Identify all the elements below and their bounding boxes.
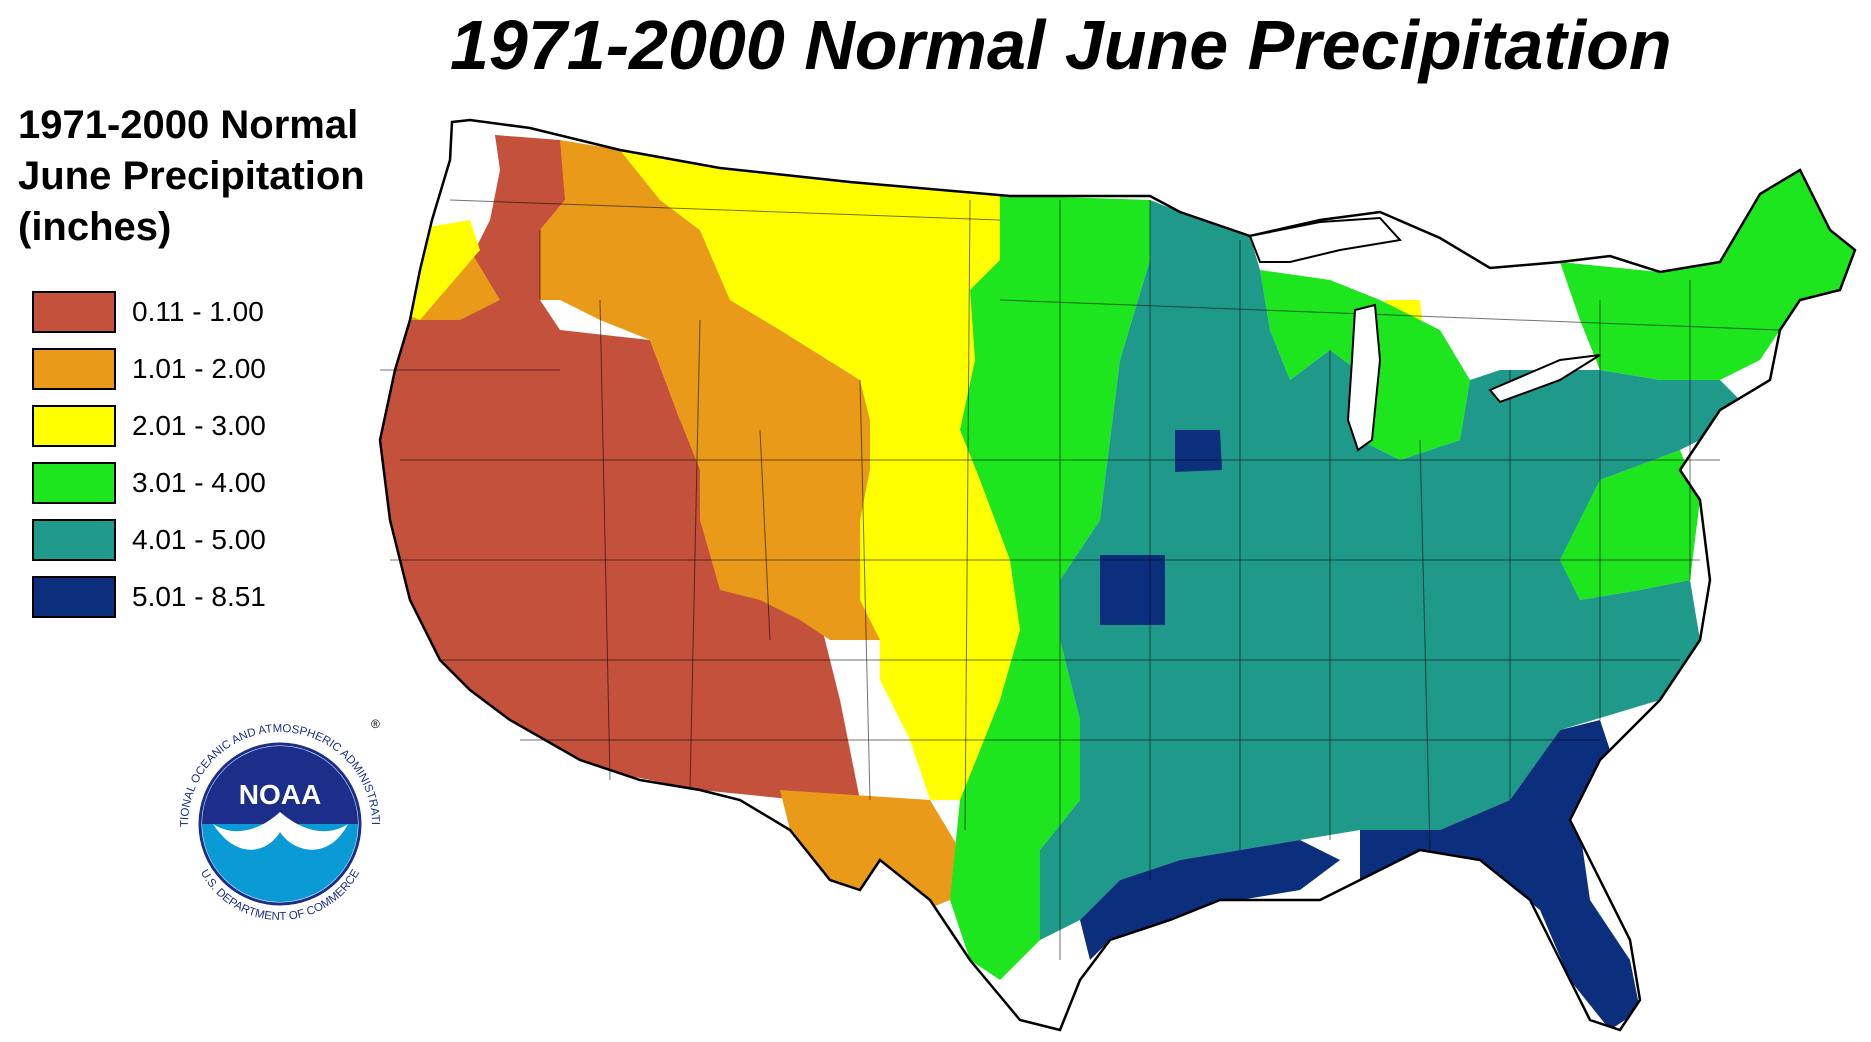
legend-label-2: 1.01 - 2.00 xyxy=(132,352,266,384)
legend-label-4: 3.01 - 4.00 xyxy=(132,466,266,498)
region-yellow-plains xyxy=(620,150,1020,800)
region-teal-east xyxy=(1040,200,1740,940)
legend-title-line-2: June Precipitation xyxy=(18,154,365,198)
legend-swatch-4 xyxy=(32,461,116,504)
legend-item-2: 1.01 - 2.00 xyxy=(18,340,418,397)
region-navy-kansas xyxy=(1100,555,1165,625)
lake-superior xyxy=(1248,216,1402,263)
legend-swatch-2 xyxy=(32,347,116,390)
noaa-logo-name: NOAA xyxy=(239,779,321,810)
noaa-registered-mark: ® xyxy=(371,717,380,731)
lake-michigan xyxy=(1346,303,1382,452)
precip-regions xyxy=(380,135,1855,1030)
legend-item-1: 0.11 - 1.00 xyxy=(18,283,418,340)
legend-swatch-1 xyxy=(32,290,116,333)
legend-rows: 0.11 - 1.00 1.01 - 2.00 2.01 - 3.00 3.01… xyxy=(18,283,418,625)
legend-item-4: 3.01 - 4.00 xyxy=(18,454,418,511)
legend-label-5: 4.01 - 5.00 xyxy=(132,523,266,555)
legend-title: 1971-2000 Normal June Precipitation (inc… xyxy=(18,100,418,253)
legend-title-line-1: 1971-2000 Normal xyxy=(18,103,359,147)
legend-label-1: 0.11 - 1.00 xyxy=(132,295,264,327)
legend-label-6: 5.01 - 8.51 xyxy=(132,580,266,612)
legend: 1971-2000 Normal June Precipitation (inc… xyxy=(18,100,418,625)
region-dry-northwest-interior xyxy=(460,135,590,310)
region-navy-iowa xyxy=(1175,430,1222,472)
legend-swatch-3 xyxy=(32,404,116,447)
legend-label-3: 2.01 - 3.00 xyxy=(132,409,266,441)
legend-swatch-6 xyxy=(32,575,116,618)
legend-swatch-5 xyxy=(32,518,116,561)
region-orange-texas-west xyxy=(780,790,960,920)
legend-item-6: 5.01 - 8.51 xyxy=(18,568,418,625)
region-orange-west xyxy=(540,140,930,640)
region-green-central xyxy=(950,195,1150,980)
legend-item-3: 2.01 - 3.00 xyxy=(18,397,418,454)
legend-title-line-3: (inches) xyxy=(18,205,172,249)
division-boundaries xyxy=(380,199,1781,960)
region-dry-southwest xyxy=(380,300,870,800)
map-title: 1971-2000 Normal June Precipitation xyxy=(450,6,1672,84)
region-navy-gulf-coast xyxy=(1080,840,1340,960)
legend-item-5: 4.01 - 5.00 xyxy=(18,511,418,568)
lake-erie-ontario xyxy=(1488,354,1601,404)
noaa-logo: NOAA NATIONAL OCEANIC AND ATMOSPHERIC AD… xyxy=(168,712,381,923)
us-outline xyxy=(378,118,1857,1032)
region-green-northeast xyxy=(1560,170,1855,380)
region-green-midatlantic xyxy=(1560,450,1700,600)
